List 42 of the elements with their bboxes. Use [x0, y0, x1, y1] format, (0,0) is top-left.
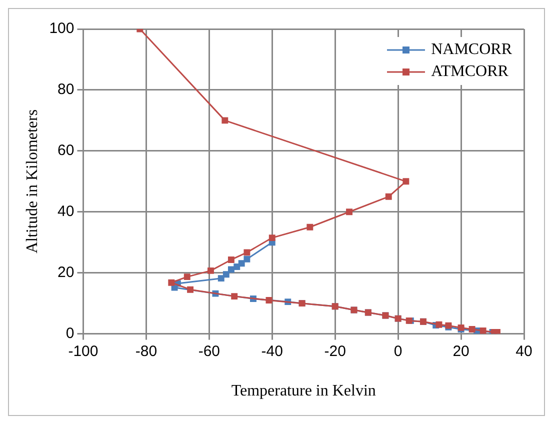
point — [346, 208, 352, 216]
point — [468, 326, 476, 332]
point — [218, 275, 224, 282]
x-tick-label: -40 — [261, 342, 283, 360]
legend-label: NAMCORR — [431, 41, 512, 59]
x-tick-label: -80 — [135, 342, 158, 360]
point — [234, 264, 240, 270]
y-tick-label: 100 — [49, 20, 74, 38]
point — [266, 297, 272, 304]
point — [168, 279, 175, 286]
point — [436, 321, 442, 328]
point — [268, 234, 276, 242]
point — [208, 267, 214, 274]
x-axis-title: Temperature in Kelvin — [231, 382, 376, 400]
y-tick-label: 40 — [58, 203, 74, 220]
legend-label: ATMCORR — [431, 63, 508, 81]
point — [231, 293, 238, 300]
point — [306, 224, 314, 230]
point — [222, 117, 228, 124]
point — [238, 260, 245, 267]
x-tick-label: -60 — [198, 342, 220, 360]
point — [480, 328, 486, 334]
y-axis-title: Altitude in Kilometers — [24, 109, 41, 254]
point — [228, 256, 234, 263]
point — [222, 271, 230, 278]
point — [244, 249, 250, 256]
point — [402, 178, 410, 185]
y-tick-label: 20 — [58, 264, 74, 281]
point — [184, 274, 190, 280]
point — [385, 193, 392, 200]
y-tick-label: 60 — [58, 142, 74, 160]
y-tick-label: 0 — [66, 324, 74, 342]
x-tick-label: 40 — [516, 342, 532, 360]
x-tick-label: 0 — [394, 342, 402, 360]
x-tick-label: 20 — [452, 342, 470, 360]
point — [187, 286, 194, 293]
x-tick-label: -100 — [68, 342, 98, 360]
x-tick-label: -20 — [324, 342, 346, 360]
point — [228, 266, 234, 273]
y-tick-label: 80 — [58, 81, 74, 98]
point — [244, 256, 250, 262]
point — [494, 329, 500, 334]
